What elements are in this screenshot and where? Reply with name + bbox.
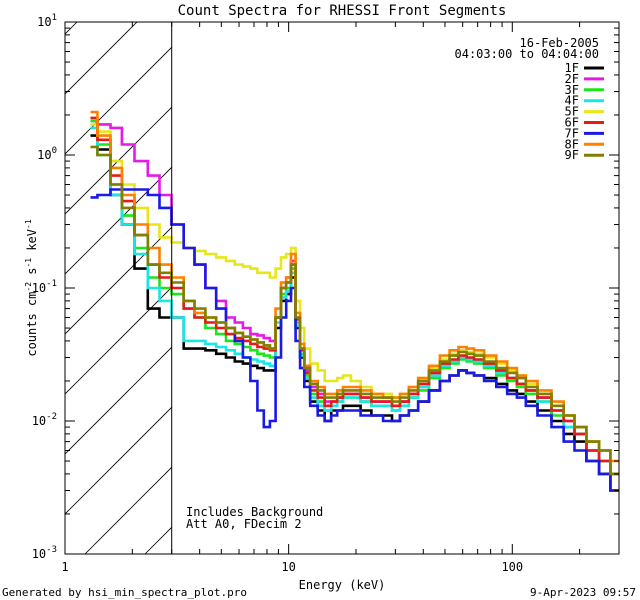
legend-label-8F: 8F xyxy=(565,137,579,151)
series-line-5F xyxy=(90,123,619,476)
y-tick-label: 101 xyxy=(37,13,57,29)
legend-label-1F: 1F xyxy=(565,61,579,75)
x-tick-label: 10 xyxy=(281,560,295,574)
legend-label-4F: 4F xyxy=(565,94,579,108)
legend-label-5F: 5F xyxy=(565,105,579,119)
legend-label-2F: 2F xyxy=(565,72,579,86)
y-tick-label: 10-1 xyxy=(32,279,57,295)
footer-generated-by: Generated by hsi_min_spectra_plot.pro xyxy=(2,586,247,599)
y-tick-label: 10-2 xyxy=(32,412,57,428)
time-range-label: 04:03:00 to 04:04:00 xyxy=(455,47,600,61)
series-line-6F xyxy=(90,116,619,476)
series-line-7F xyxy=(90,188,619,492)
y-axis-label: counts cm-2 s-1 keV-1 xyxy=(24,219,39,356)
x-axis-label: Energy (keV) xyxy=(299,578,386,592)
legend-label-9F: 9F xyxy=(565,148,579,162)
legend-label-6F: 6F xyxy=(565,116,579,130)
chart-title: Count Spectra for RHESSI Front Segments xyxy=(178,3,507,19)
x-tick-label: 1 xyxy=(61,560,68,574)
series-line-2F xyxy=(90,119,619,476)
annotation-line-1: Includes Background xyxy=(186,505,323,519)
x-tick-label: 100 xyxy=(501,560,523,574)
series-line-3F xyxy=(90,119,619,476)
annotation-line-2: Att A0, FDecim 2 xyxy=(186,517,302,531)
series-line-1F xyxy=(90,134,619,492)
series-layer xyxy=(90,110,619,492)
footer-timestamp: 9-Apr-2023 09:57 xyxy=(530,586,636,599)
series-line-9F xyxy=(90,145,619,476)
y-tick-label: 100 xyxy=(37,146,57,162)
axes: 1 10 100 10-3 10-2 10-1 100 101 xyxy=(32,13,620,574)
legend-label-3F: 3F xyxy=(565,83,579,97)
hatched-region xyxy=(65,22,172,554)
y-tick-label: 10-3 xyxy=(32,545,57,561)
hatch-lines xyxy=(65,22,172,554)
legend-label-7F: 7F xyxy=(565,126,579,140)
series-line-4F xyxy=(90,126,619,476)
date-label: 16-Feb-2005 xyxy=(520,36,599,50)
